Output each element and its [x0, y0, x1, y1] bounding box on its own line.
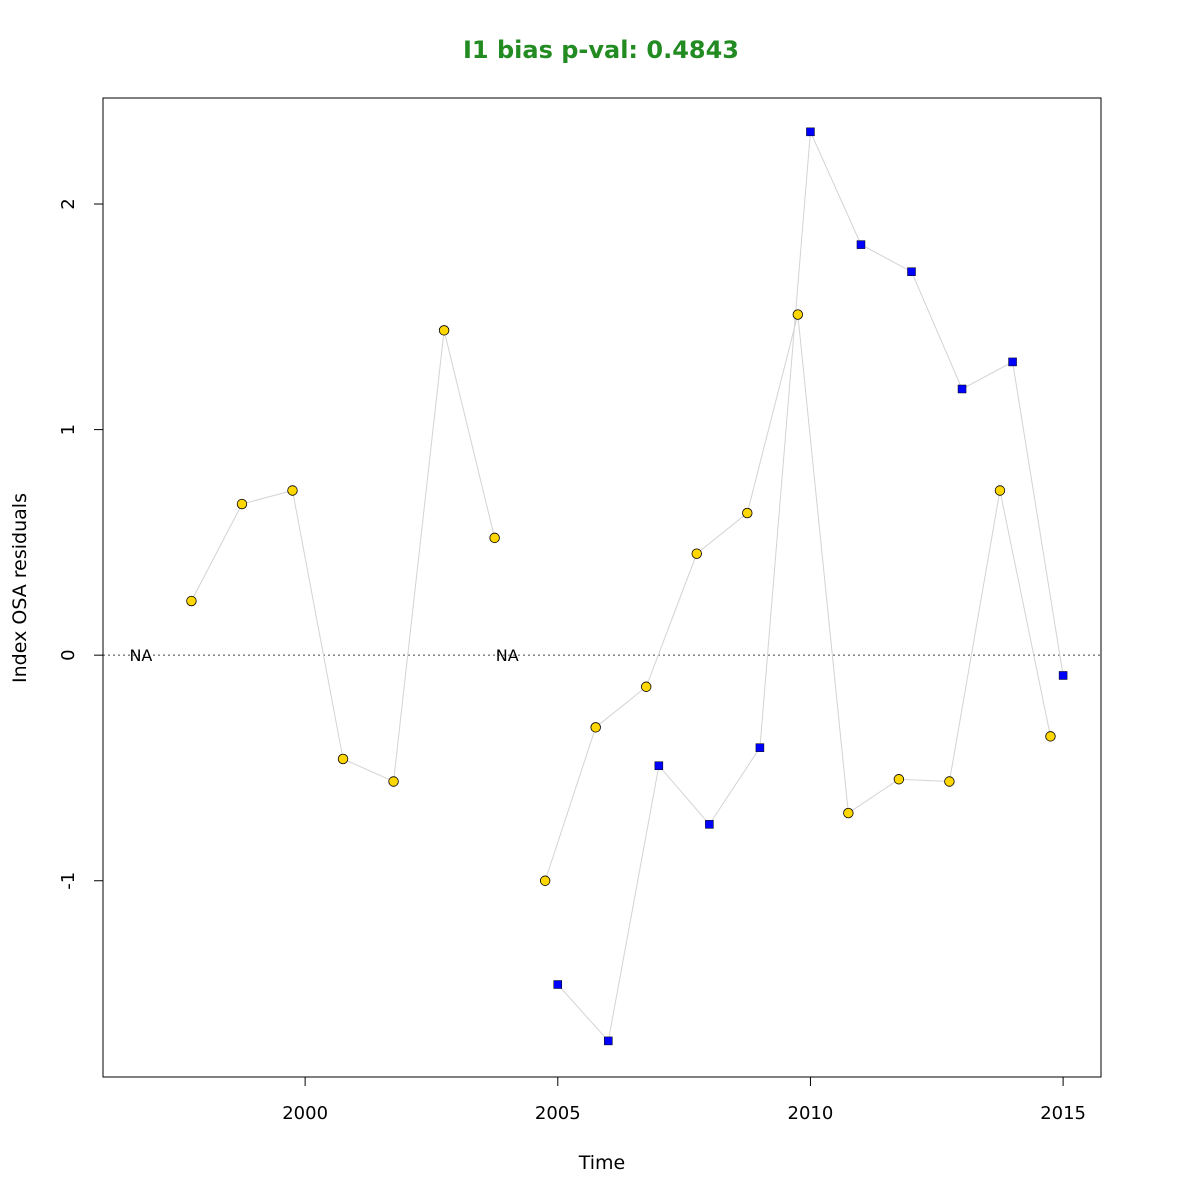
y-axis-label: Index OSA residuals: [9, 493, 31, 683]
series-2-point: [553, 980, 563, 989]
series-1-point: [438, 325, 450, 336]
na-label: NA: [129, 646, 152, 665]
x-tick-label: 2005: [535, 1103, 581, 1124]
na-label: NA: [496, 646, 519, 665]
y-axis: -1 0 1 2: [58, 198, 104, 890]
series-2-point: [755, 743, 765, 752]
y-tick-label: -1: [58, 872, 79, 890]
series-2-point: [604, 1036, 613, 1046]
series-2-point: [1008, 357, 1017, 367]
x-tick-label: 2015: [1040, 1103, 1086, 1124]
x-axis: 2000 2005 2010 2015: [282, 1076, 1086, 1124]
series-1-line: [544, 314, 1051, 881]
y-tick-label: 0: [58, 649, 79, 660]
series-2-point: [856, 240, 866, 249]
chart-title: I1 bias p-val: 0.4843: [463, 36, 739, 64]
series-2-point: [957, 384, 967, 394]
series-1-point: [893, 774, 905, 785]
series-1-point: [539, 875, 551, 886]
series-1-point: [236, 498, 248, 510]
series-1-point: [843, 807, 854, 819]
series-1-point: [489, 532, 500, 544]
series-2-point: [907, 267, 916, 276]
series-2-point: [806, 127, 815, 137]
series-1-point: [1045, 731, 1056, 742]
series-1-point: [792, 309, 804, 320]
series-1-point: [590, 722, 601, 733]
series-1-line: [190, 330, 496, 783]
series-2-point: [654, 761, 664, 770]
series-2-line: [557, 131, 1064, 1043]
y-tick-label: 2: [58, 198, 79, 209]
series-1-point: [994, 485, 1006, 496]
series-lines: [190, 131, 1064, 1043]
series-2-point: [705, 820, 714, 829]
series-1-point: [287, 485, 298, 496]
series-1-point: [388, 776, 399, 787]
y-tick-label: 1: [58, 424, 79, 435]
series-1-point: [944, 776, 955, 787]
series-2-point: [1058, 671, 1068, 680]
na-labels: NA NA: [129, 646, 518, 665]
series-1-point: [742, 507, 753, 519]
plot-frame: [102, 97, 1102, 1078]
series-1-point: [337, 753, 349, 765]
series-1-point: [186, 595, 197, 607]
x-axis-label: Time: [578, 1152, 626, 1174]
x-tick-label: 2010: [788, 1103, 834, 1124]
series-1-point: [691, 548, 702, 559]
series-points: [186, 127, 1068, 1046]
x-tick-label: 2000: [282, 1103, 328, 1124]
series-1-point: [641, 681, 652, 692]
